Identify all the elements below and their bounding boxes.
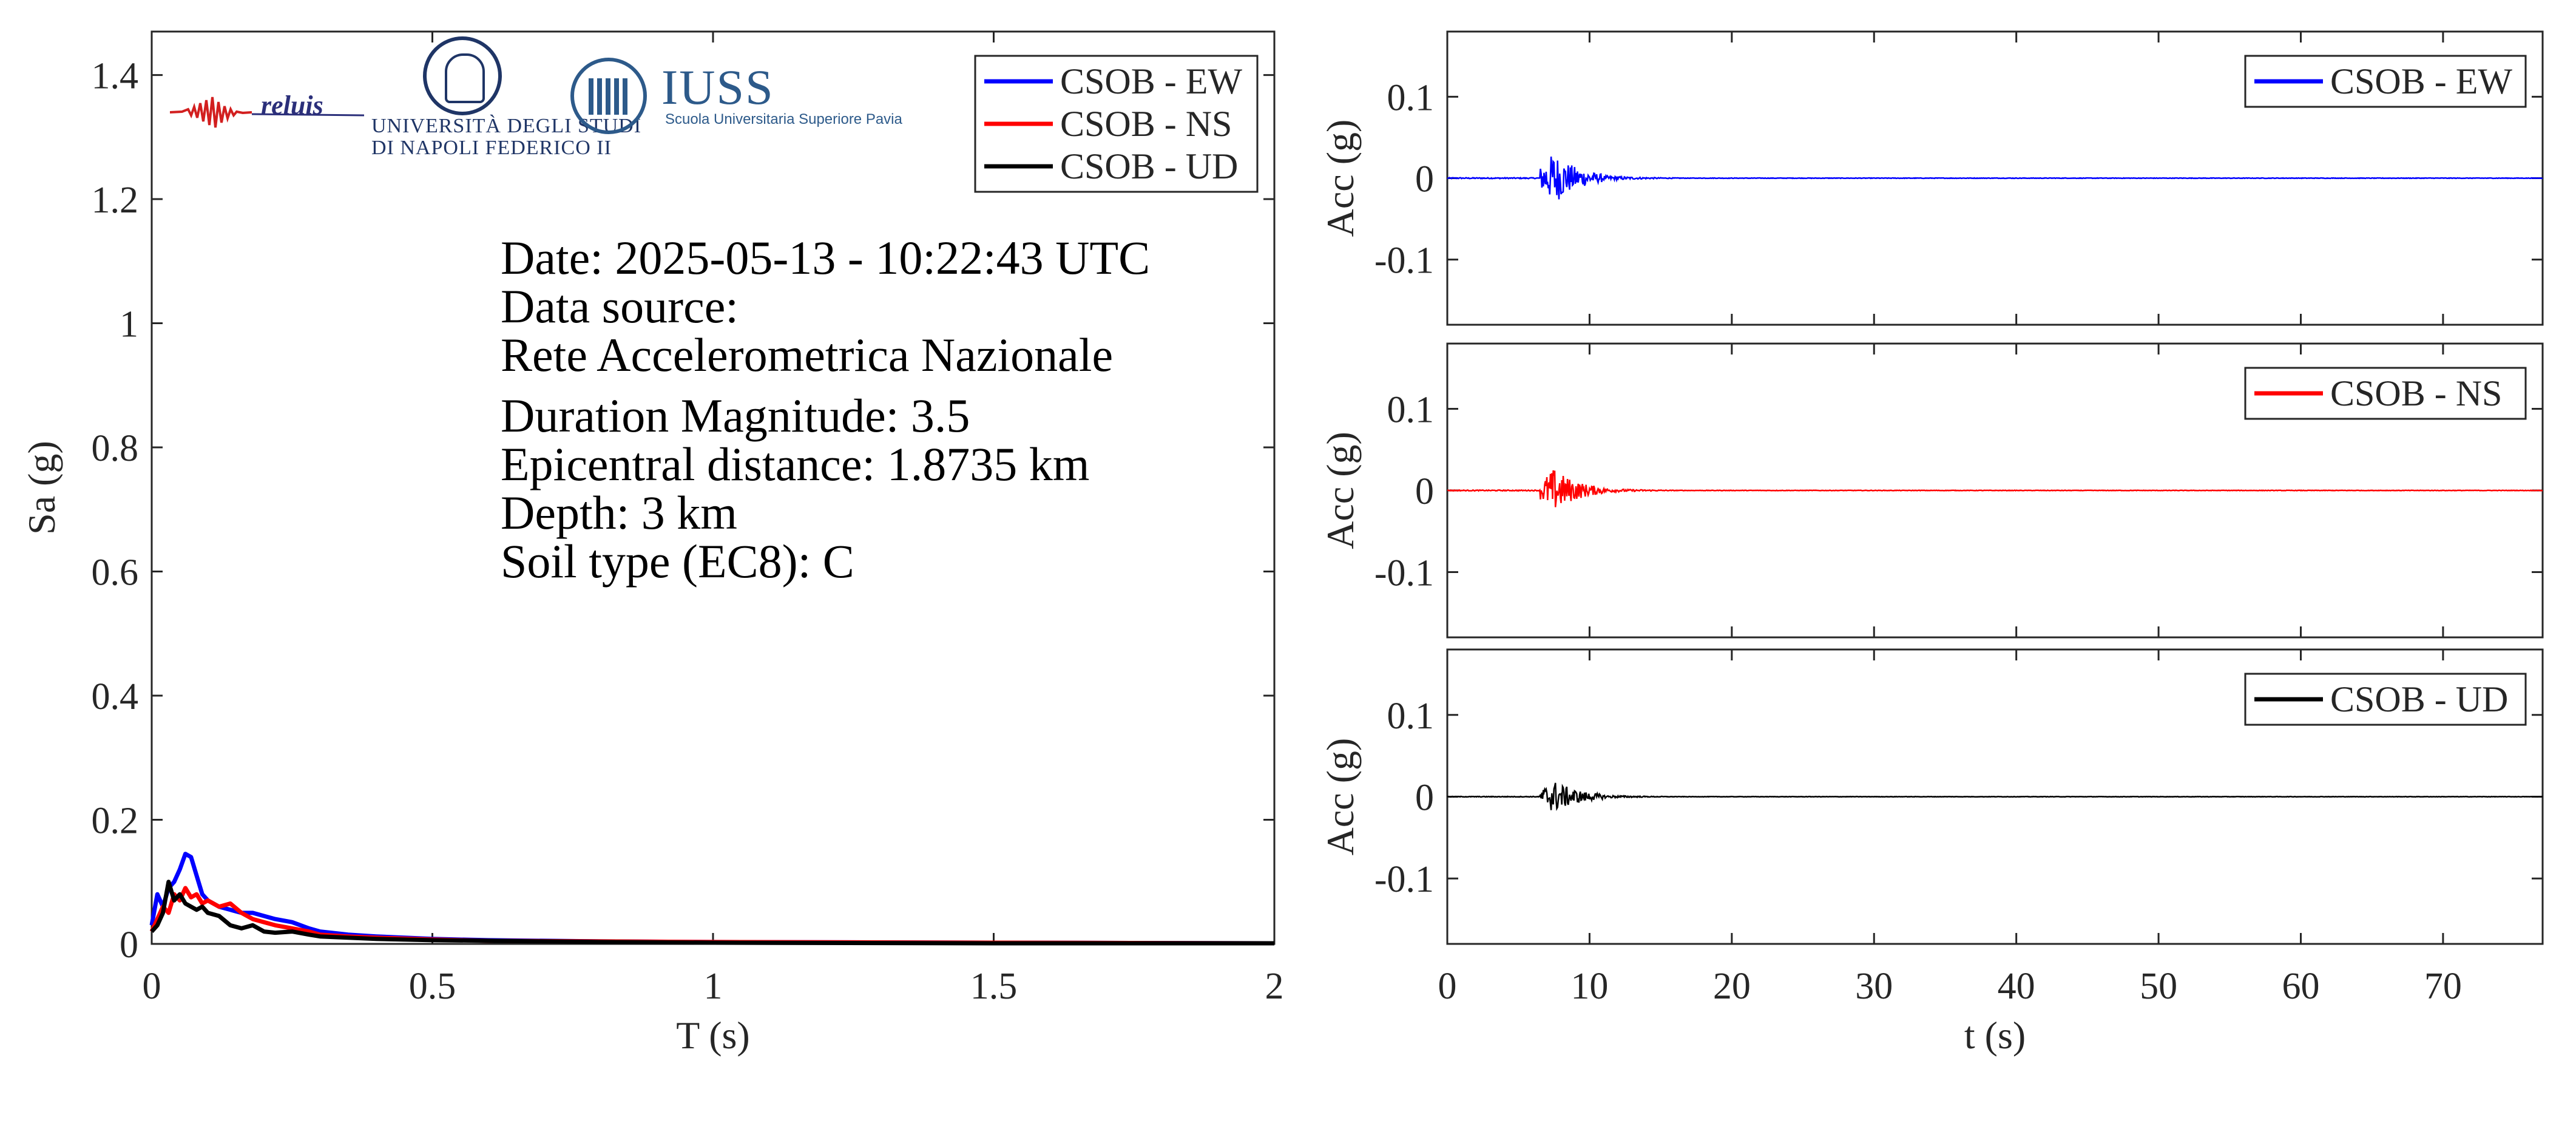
y-tick-label: 0 bbox=[1415, 159, 1434, 200]
x-tick-label: 70 bbox=[2424, 966, 2462, 1007]
data-source: Rete Accelerometrica Nazionale bbox=[501, 328, 1114, 381]
y-tick-label: 1.2 bbox=[92, 180, 139, 221]
y-tick-label: 0.1 bbox=[1387, 390, 1435, 431]
y-tick-label: -0.1 bbox=[1374, 859, 1434, 900]
y-tick-label: 0.4 bbox=[92, 676, 139, 717]
x-tick-label: 50 bbox=[2140, 966, 2177, 1007]
data-source-label: Data source: bbox=[501, 280, 739, 333]
x-tick-label: 10 bbox=[1570, 966, 1608, 1007]
iuss-logo: IUSS Scuola Universitaria Superiore Pavi… bbox=[570, 58, 902, 137]
x-tick-label: 30 bbox=[1855, 966, 1893, 1007]
series-trace-csob-ud bbox=[1447, 782, 2543, 812]
y-axis-label: Acc (g) bbox=[1319, 738, 1362, 856]
legend-label: CSOB - EW bbox=[2330, 61, 2512, 101]
y-tick-label: -0.1 bbox=[1374, 240, 1434, 282]
x-tick-label: 60 bbox=[2282, 966, 2319, 1007]
soil-type: Soil type (EC8): C bbox=[501, 535, 854, 588]
x-tick-label: 0 bbox=[1438, 966, 1457, 1007]
epicentral-distance: Epicentral distance: 1.8735 km bbox=[501, 438, 1090, 490]
legend-label: CSOB - UD bbox=[2330, 679, 2508, 719]
x-tick-label: 20 bbox=[1713, 966, 1751, 1007]
reluis-wordmark: reluis bbox=[261, 90, 323, 120]
university-seal-icon bbox=[423, 36, 502, 115]
legend-label: CSOB - UD bbox=[1060, 146, 1238, 186]
x-tick-label: 2 bbox=[1265, 966, 1284, 1007]
legend-label: CSOB - NS bbox=[1060, 104, 1232, 144]
y-tick-label: 0.1 bbox=[1387, 77, 1435, 118]
y-axis-label: Acc (g) bbox=[1319, 432, 1362, 549]
iuss-name: IUSS bbox=[661, 59, 774, 115]
x-tick-label: 0.5 bbox=[409, 966, 456, 1007]
iuss-subtitle: Scuola Universitaria Superiore Pavia bbox=[665, 111, 902, 127]
series-trace-csob-ns bbox=[1447, 470, 2543, 507]
y-axis-label: Acc (g) bbox=[1319, 120, 1362, 237]
event-date: Date: 2025-05-13 - 10:22:43 UTC bbox=[501, 231, 1151, 284]
university-logo: UNIVERSITÀ DEGLI STUDI DI NAPOLI FEDERIC… bbox=[371, 36, 642, 159]
series-line-csob-ew bbox=[149, 852, 1275, 946]
reluis-logo: reluis bbox=[170, 85, 364, 140]
y-tick-label: 0.6 bbox=[92, 552, 139, 594]
depth: Depth: 3 km bbox=[501, 486, 737, 539]
y-tick-label: 1 bbox=[120, 304, 138, 345]
y-tick-label: 1.4 bbox=[92, 56, 139, 97]
university-name-line1: UNIVERSITÀ DEGLI STUDI bbox=[371, 115, 642, 137]
series-trace-csob-ew bbox=[1447, 156, 2543, 200]
y-tick-label: 0.1 bbox=[1387, 696, 1435, 737]
x-tick-label: 1 bbox=[704, 966, 723, 1007]
y-tick-label: 0.2 bbox=[92, 801, 139, 842]
x-tick-label: 1.5 bbox=[970, 966, 1018, 1007]
x-axis-label: t (s) bbox=[1964, 1014, 2026, 1057]
university-name-line2: DI NAPOLI FEDERICO II bbox=[371, 137, 612, 159]
duration-magnitude: Duration Magnitude: 3.5 bbox=[501, 389, 970, 442]
y-axis-label: Sa (g) bbox=[20, 441, 63, 535]
x-tick-label: 0 bbox=[143, 966, 161, 1007]
x-axis-label: T (s) bbox=[676, 1014, 749, 1057]
series-line-csob-ud bbox=[150, 880, 1274, 946]
y-tick-label: 0 bbox=[1415, 778, 1434, 819]
y-tick-label: 0 bbox=[1415, 471, 1434, 512]
event-info-block: Date: 2025-05-13 - 10:22:43 UTC Data sou… bbox=[501, 234, 1150, 586]
legend-label: CSOB - NS bbox=[2330, 373, 2502, 413]
y-tick-label: -0.1 bbox=[1374, 552, 1434, 594]
legend-label: CSOB - EW bbox=[1060, 61, 1242, 101]
y-tick-label: 0 bbox=[120, 924, 138, 966]
x-tick-label: 40 bbox=[1998, 966, 2035, 1007]
iuss-emblem-icon bbox=[570, 58, 647, 134]
y-tick-label: 0.8 bbox=[92, 428, 139, 469]
